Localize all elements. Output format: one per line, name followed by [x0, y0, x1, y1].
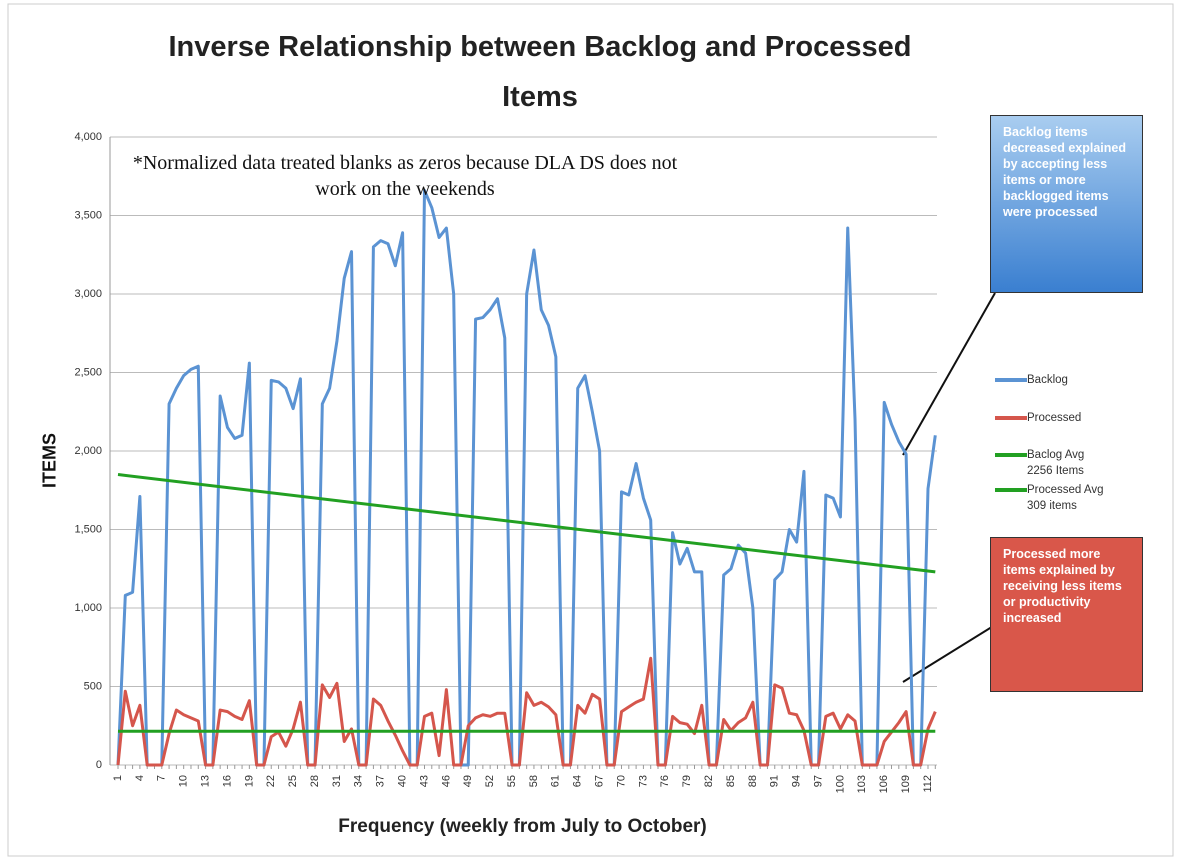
y-tick-label: 2,500 — [74, 366, 102, 378]
x-tick-label: 19 — [243, 775, 255, 787]
callout-arrow — [902, 624, 996, 683]
y-tick-label: 3,500 — [74, 209, 102, 221]
series-line — [117, 473, 936, 574]
x-tick-label: 61 — [550, 775, 562, 787]
x-tick-label: 112 — [922, 775, 934, 793]
x-tick-label: 43 — [418, 775, 430, 787]
y-tick-label: 3,000 — [74, 288, 102, 300]
x-tick-label: 64 — [572, 775, 584, 787]
x-tick-label: 1 — [112, 775, 124, 781]
x-tick-label: 103 — [856, 775, 868, 793]
x-tick-label: 85 — [725, 775, 737, 787]
x-axis-label: Frequency (weekly from July to October) — [338, 816, 707, 837]
x-tick-label: 16 — [221, 775, 233, 787]
x-tick-label: 22 — [265, 775, 277, 787]
callout-arrow — [902, 292, 996, 456]
legend-label: Processed Avg 309 items — [1027, 484, 1104, 512]
x-tick-label: 82 — [703, 775, 715, 787]
callout-box: Processed more items explained by receiv… — [990, 537, 1143, 692]
x-tick-label: 13 — [199, 775, 211, 787]
x-tick-label: 37 — [375, 775, 387, 787]
x-tick-label: 28 — [309, 775, 321, 787]
x-tick-label: 70 — [615, 775, 627, 787]
x-tick-label: 67 — [594, 775, 606, 787]
x-tick-label: 10 — [178, 775, 190, 787]
legend-label: Baclog Avg 2256 Items — [1027, 449, 1085, 477]
x-tick-label: 76 — [659, 775, 671, 787]
legend-label: Backlog — [1027, 374, 1068, 386]
series-line — [116, 188, 937, 767]
chart-title: Inverse Relationship between Backlog and… — [168, 31, 912, 113]
note: *Normalized data treated blanks as zeros… — [132, 152, 678, 200]
x-tick-label: 109 — [900, 775, 912, 793]
x-tick-label: 94 — [791, 775, 803, 787]
x-tick-label: 25 — [287, 775, 299, 787]
x-tick-label: 100 — [834, 775, 846, 793]
x-tick-label: 34 — [353, 775, 365, 787]
x-tick-label: 106 — [878, 775, 890, 793]
frame — [7, 3, 1174, 857]
y-tick-label: 1,000 — [74, 602, 102, 614]
x-tick-label: 40 — [397, 775, 409, 787]
y-tick-label: 0 — [96, 759, 102, 771]
y-axis-label: ITEMS — [39, 433, 60, 489]
x-tick-label: 91 — [769, 775, 781, 787]
legend-label: Processed — [1027, 412, 1082, 424]
y-tick-label: 500 — [84, 680, 102, 692]
callout-box: Backlog items decreased explained by acc… — [990, 115, 1143, 293]
x-tick-label: 55 — [506, 775, 518, 787]
x-tick-label: 4 — [134, 775, 146, 781]
x-tick-label: 31 — [331, 775, 343, 787]
series-line — [116, 656, 937, 767]
y-tick-label: 4,000 — [74, 131, 102, 143]
x-tick-label: 88 — [747, 775, 759, 787]
x-tick-label: 58 — [528, 775, 540, 787]
x-tick-label: 49 — [462, 775, 474, 787]
y-tick-label: 2,000 — [74, 445, 102, 457]
x-tick-label: 97 — [812, 775, 824, 787]
x-tick-label: 46 — [440, 775, 452, 787]
x-tick-label: 52 — [484, 775, 496, 787]
x-tick-label: 73 — [637, 775, 649, 787]
x-tick-label: 7 — [156, 775, 168, 781]
y-tick-label: 1,500 — [74, 523, 102, 535]
x-tick-label: 79 — [681, 775, 693, 787]
